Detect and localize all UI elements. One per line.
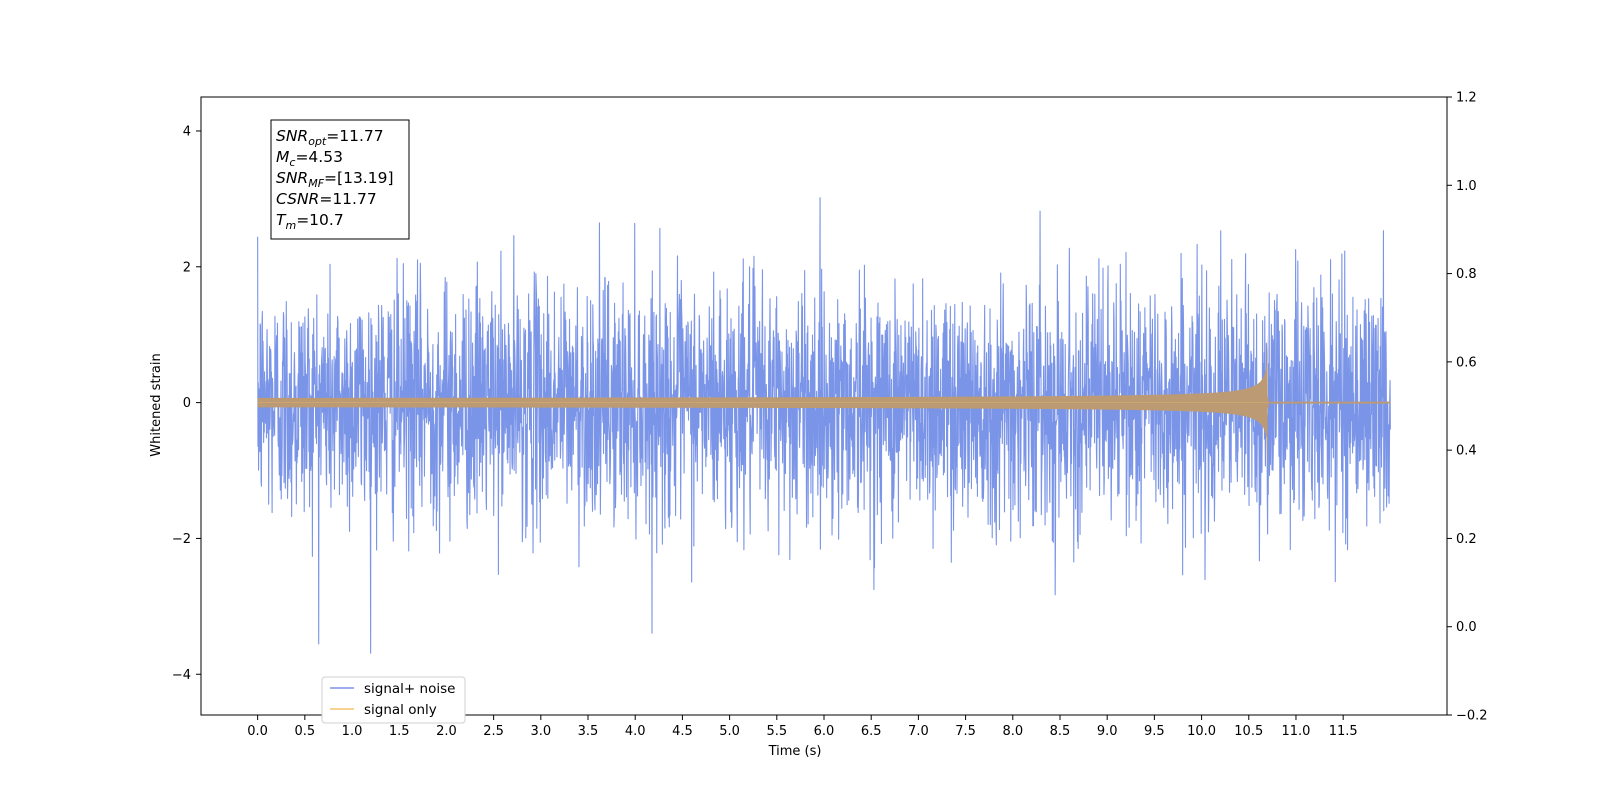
x-tick-label: 3.0	[530, 724, 551, 739]
y-right-tick-label: 0.4	[1456, 444, 1477, 459]
annotation-line: Tm=10.7	[276, 211, 344, 232]
x-tick-label: 0.0	[247, 724, 268, 739]
x-tick-label: 8.0	[1002, 724, 1023, 739]
axes: 0.0 0.5 1.0 1.5 2.0 2.5 3.0 3.5 4.0 4.5 5.0 5.5 6.0 6…	[172, 91, 1488, 740]
x-tick-label: 6.0	[814, 724, 835, 739]
annotation-line: SNRMF=[13.19]	[276, 169, 394, 190]
x-tick-label: 9.0	[1097, 724, 1118, 739]
annotation-box: SNRopt=11.77Mc=4.53SNRMF=[13.19]CSNR=11.…	[270, 119, 410, 240]
x-axis-title: Time (s)	[768, 744, 822, 759]
annotation-line: SNRopt=11.77	[276, 127, 384, 148]
x-tick-label: 2.5	[483, 724, 504, 739]
x-tick-label: 3.5	[578, 724, 599, 739]
x-tick-label: 11.5	[1329, 724, 1358, 739]
x-tick-label: 1.5	[389, 724, 410, 739]
plot-area	[257, 197, 1391, 654]
y-axis-title: Whitened strain	[149, 353, 164, 456]
annotation-line: Mc=4.53	[276, 148, 343, 169]
y-tick-label: 4	[183, 124, 191, 139]
x-tick-label: 2.0	[436, 724, 457, 739]
annotation-frame	[270, 119, 410, 240]
y-tick-label: −4	[172, 668, 191, 683]
x-tick-label: 9.5	[1144, 724, 1165, 739]
y-right-tick-label: 0.0	[1456, 620, 1477, 635]
y-right-tick-label: 0.8	[1456, 267, 1477, 282]
legend: signal+ noise signal only	[321, 676, 466, 724]
y-right-tick-label: 0.2	[1456, 532, 1477, 547]
x-tick-label: 10.0	[1187, 724, 1216, 739]
legend-label-signal-noise: signal+ noise	[364, 681, 455, 697]
x-tick-label: 11.0	[1281, 724, 1310, 739]
x-tick-label: 4.5	[672, 724, 693, 739]
annotation-line: CSNR=11.77	[276, 190, 377, 208]
x-tick-label: 4.0	[625, 724, 646, 739]
y-right-tick-label: 1.0	[1456, 179, 1477, 194]
y-tick-label: −2	[172, 532, 191, 547]
y-tick-label: 0	[183, 396, 191, 411]
x-tick-label: 7.0	[908, 724, 929, 739]
x-tick-label: 6.5	[861, 724, 882, 739]
series-line-signal-noise	[257, 197, 1391, 654]
y-right-tick-label: 1.2	[1456, 91, 1477, 106]
legend-frame	[321, 676, 466, 724]
y-right-tick-label: −0.2	[1456, 709, 1488, 724]
legend-label-signal-only: signal only	[364, 702, 437, 718]
x-tick-label: 5.0	[719, 724, 740, 739]
y-right-tick-label: 0.6	[1456, 355, 1477, 370]
y-tick-label: 2	[183, 260, 191, 275]
x-tick-label: 5.5	[766, 724, 787, 739]
x-tick-label: 8.5	[1050, 724, 1071, 739]
x-tick-label: 1.0	[342, 724, 363, 739]
x-tick-label: 0.5	[294, 724, 315, 739]
x-tick-label: 10.5	[1234, 724, 1263, 739]
x-tick-label: 7.5	[955, 724, 976, 739]
